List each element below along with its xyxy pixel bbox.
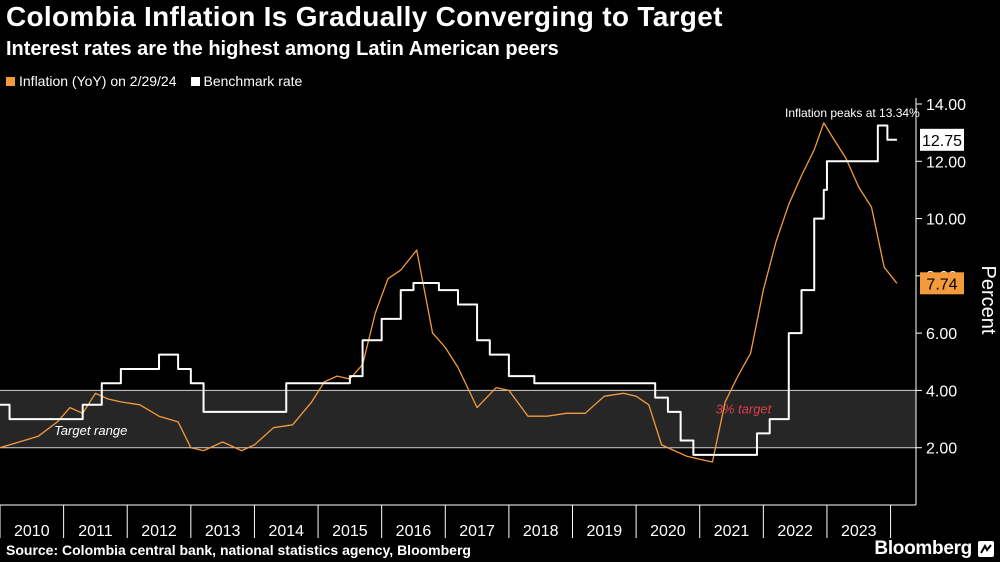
x-tick-label: 2013 xyxy=(205,523,241,540)
bloomberg-logo-icon xyxy=(978,541,994,557)
legend-swatch-inflation xyxy=(6,76,15,86)
legend-item-inflation: Inflation (YoY) on 2/29/24 xyxy=(6,73,177,89)
x-tick-label: 2011 xyxy=(78,523,113,540)
x-tick-label: 2010 xyxy=(14,523,50,540)
y-tick-label: 14.00 xyxy=(926,97,966,114)
last-value-tag-bg xyxy=(920,272,964,295)
last-value-tag-bg xyxy=(920,128,964,151)
x-tick-label: 2023 xyxy=(841,523,877,540)
x-tick-label: 2017 xyxy=(459,523,495,540)
target-range-band xyxy=(0,390,916,448)
legend-item-benchmark: Benchmark rate xyxy=(190,73,303,89)
benchmark-last-value-tag: 12.75 xyxy=(920,128,964,151)
y-tick-label: 12.00 xyxy=(926,154,966,171)
target-3pct-label: 3% target xyxy=(716,401,773,416)
chart-subtitle: Interest rates are the highest among Lat… xyxy=(6,38,559,60)
legend: Inflation (YoY) on 2/29/24 Benchmark rat… xyxy=(6,73,302,89)
inflation-last-value-tag: 7.74 xyxy=(920,272,964,295)
x-tick-label: 2019 xyxy=(587,523,623,540)
last-value-tag-text: 12.75 xyxy=(922,133,962,150)
x-tick-label: 2015 xyxy=(332,523,368,540)
legend-label-inflation: Inflation (YoY) on 2/29/24 xyxy=(19,73,177,89)
y-tick-label: 6.00 xyxy=(926,326,957,343)
benchmark-rate-series-line xyxy=(0,124,897,456)
inflation-peak-annotation: Inflation peaks at 13.34% xyxy=(785,106,920,120)
source-note: Source: Colombia central bank, national … xyxy=(6,542,471,558)
x-tick-label: 2022 xyxy=(777,523,813,540)
x-tick-label: 2020 xyxy=(650,523,686,540)
chart-title: Colombia Inflation Is Gradually Convergi… xyxy=(6,1,723,32)
x-tick-label: 2012 xyxy=(141,523,177,540)
last-value-tag-text: 7.74 xyxy=(926,276,957,293)
inflation-series-line xyxy=(0,122,898,463)
x-tick-label: 2018 xyxy=(523,523,559,540)
legend-swatch-benchmark xyxy=(190,76,200,86)
y-axis-label: Percent xyxy=(977,266,999,335)
brand-logo: Bloomberg xyxy=(874,538,972,559)
y-tick-label: 10.00 xyxy=(926,212,966,229)
x-tick-label: 2014 xyxy=(268,523,304,540)
x-tick-label: 2016 xyxy=(396,523,432,540)
target-range-label: Target range xyxy=(54,423,127,438)
x-tick-label: 2021 xyxy=(714,523,750,540)
y-tick-label: 4.00 xyxy=(926,383,957,400)
legend-label-benchmark: Benchmark rate xyxy=(203,73,303,89)
y-tick-label: 2.00 xyxy=(926,441,957,458)
